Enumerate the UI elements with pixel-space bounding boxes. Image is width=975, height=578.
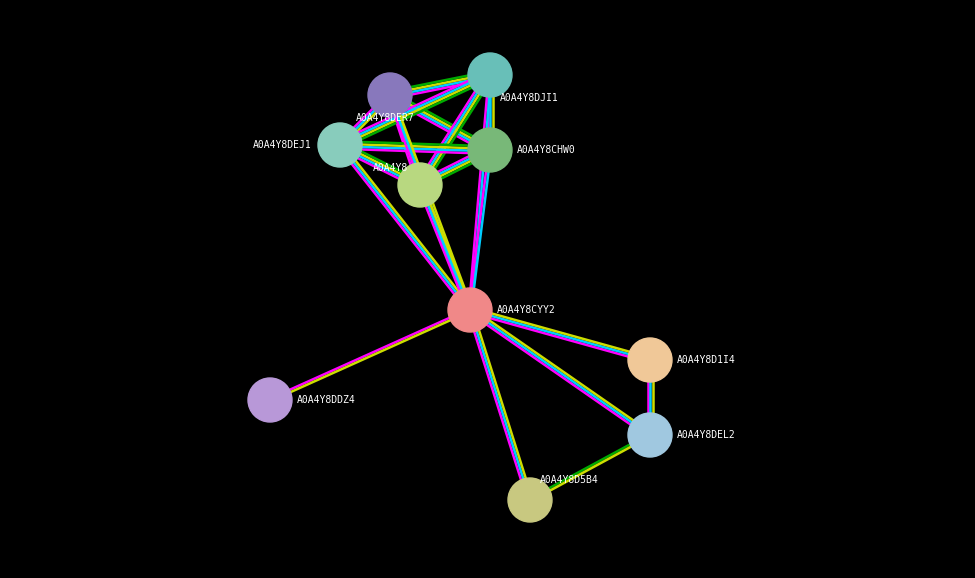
Circle shape xyxy=(398,163,442,207)
Text: A0A4Y8CYY2: A0A4Y8CYY2 xyxy=(497,305,556,315)
Circle shape xyxy=(508,478,552,522)
Text: A0A4Y8CHW0: A0A4Y8CHW0 xyxy=(517,145,576,155)
Circle shape xyxy=(468,53,512,97)
Circle shape xyxy=(468,128,512,172)
Text: A0A4Y8: A0A4Y8 xyxy=(372,163,408,173)
Circle shape xyxy=(628,413,672,457)
Text: A0A4Y8D5B4: A0A4Y8D5B4 xyxy=(540,475,599,485)
Text: A0A4Y8DEJ1: A0A4Y8DEJ1 xyxy=(254,140,312,150)
Text: A0A4Y8DJI1: A0A4Y8DJI1 xyxy=(500,93,559,103)
Text: A0A4Y8DEL2: A0A4Y8DEL2 xyxy=(677,430,736,440)
Text: A0A4Y8D1I4: A0A4Y8D1I4 xyxy=(677,355,736,365)
Circle shape xyxy=(368,73,412,117)
Text: A0A4Y8DDZ4: A0A4Y8DDZ4 xyxy=(297,395,356,405)
Circle shape xyxy=(248,378,292,422)
Text: A0A4Y8DER7: A0A4Y8DER7 xyxy=(356,113,414,123)
Circle shape xyxy=(628,338,672,382)
Circle shape xyxy=(318,123,362,167)
Circle shape xyxy=(448,288,492,332)
